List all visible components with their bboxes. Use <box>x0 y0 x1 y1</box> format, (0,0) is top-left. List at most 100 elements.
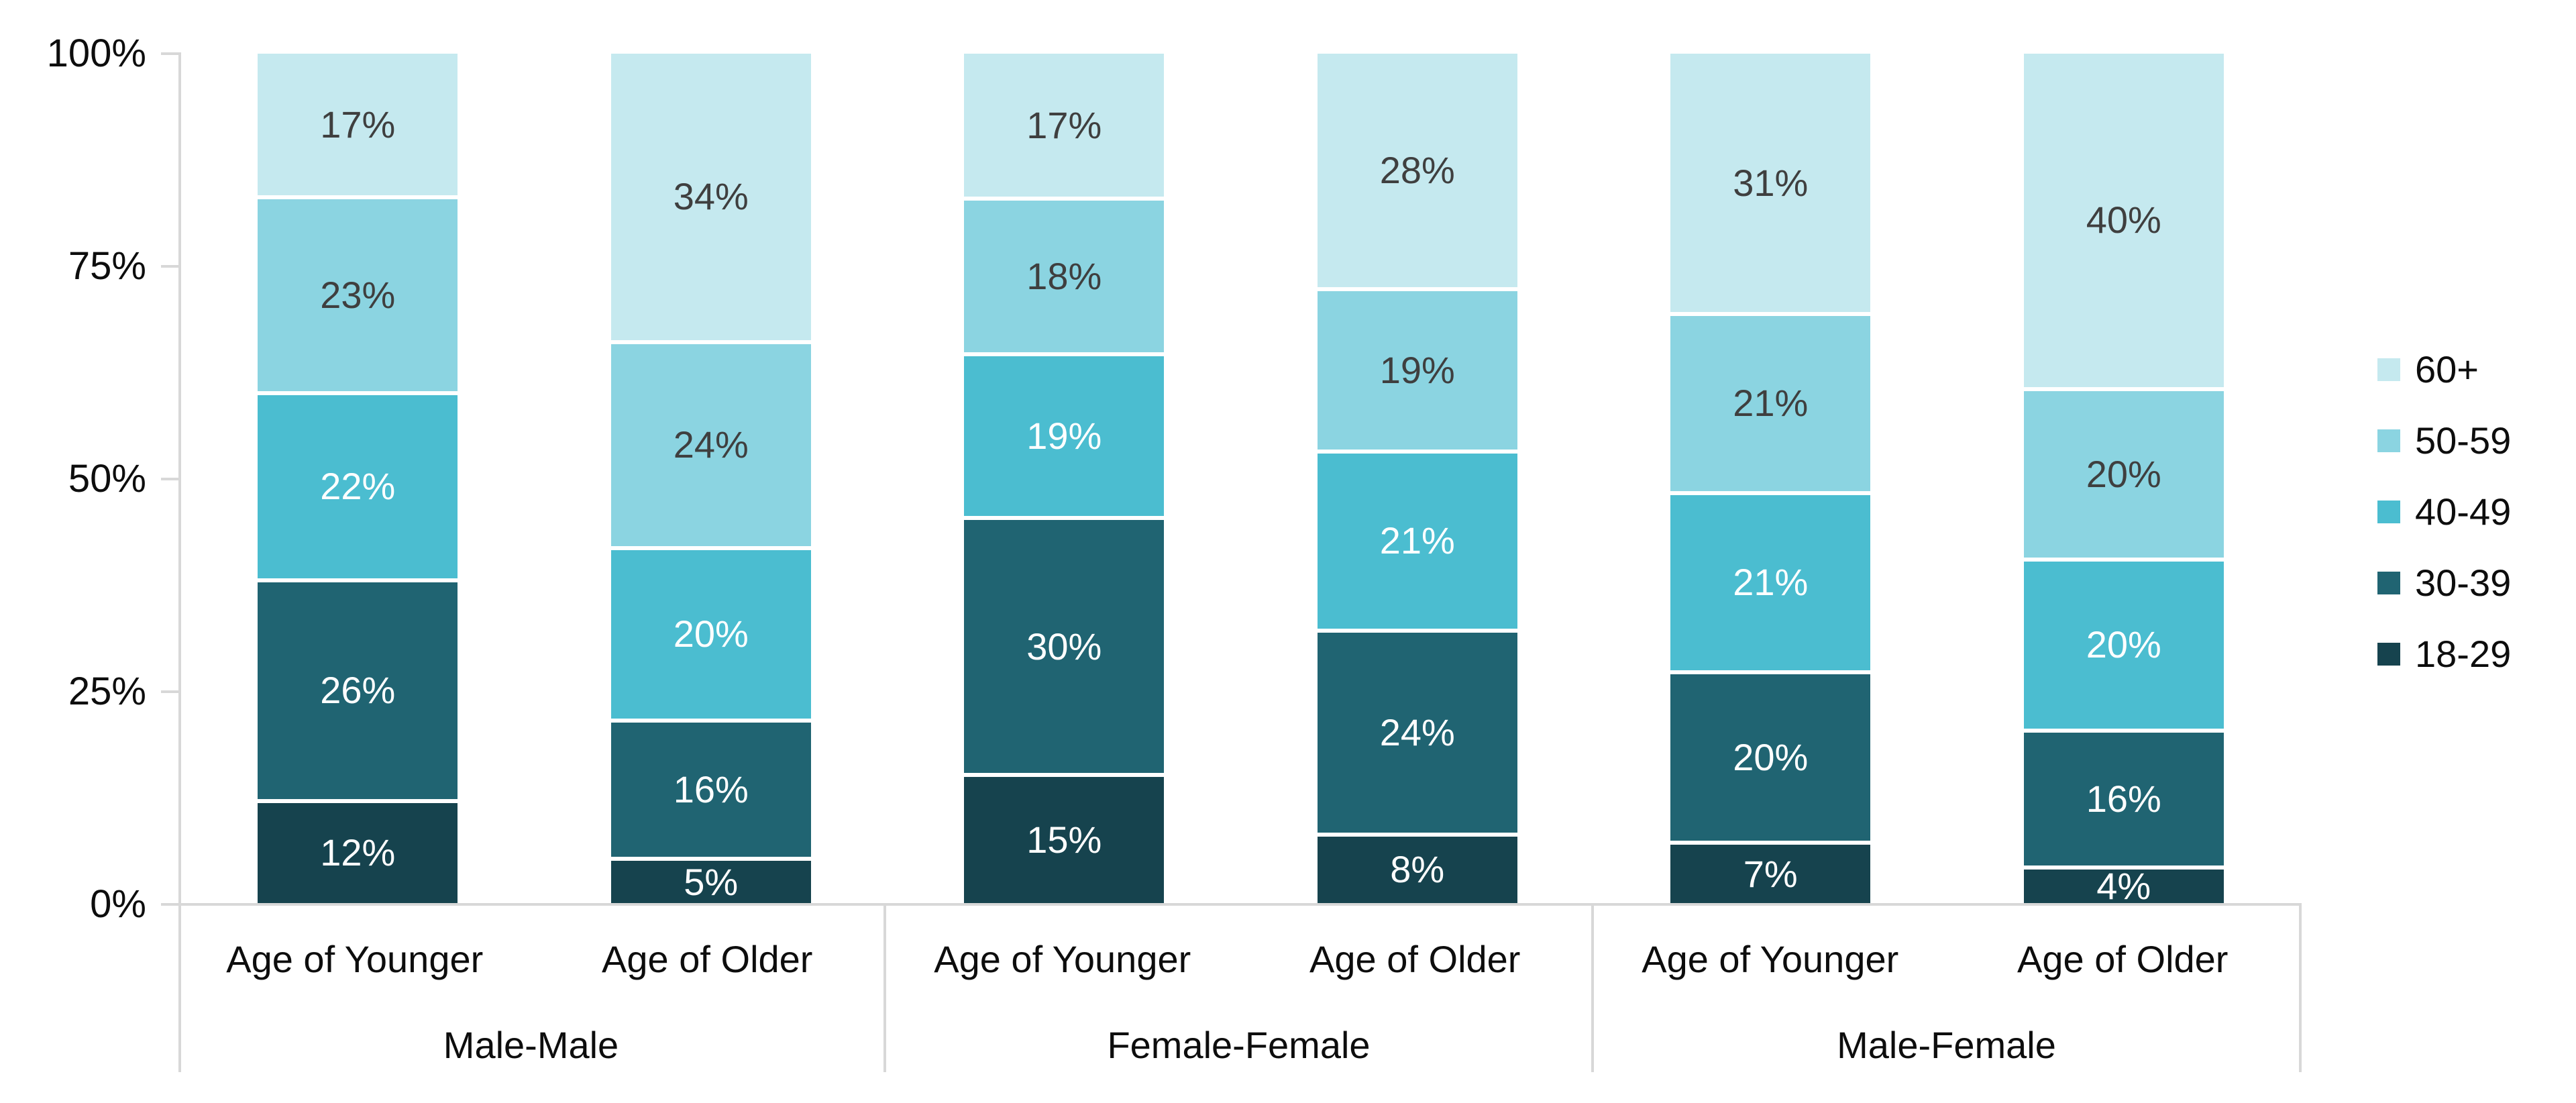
y-tick-mark <box>161 903 180 906</box>
x-bar-label: Age of Older <box>2017 938 2229 980</box>
segment-value-label: 23% <box>320 273 396 316</box>
segment-value-label: 20% <box>2086 452 2161 495</box>
bar-segment-50-59: 21% <box>1670 316 1871 495</box>
legend-item-40-49: 40-49 <box>2377 492 2511 532</box>
bar-segment-40-49: 19% <box>964 356 1165 521</box>
segment-value-label: 26% <box>320 669 396 712</box>
bar-segment-30-39: 24% <box>1317 632 1517 837</box>
legend-label: 18-29 <box>2415 633 2512 675</box>
bar-segment-18-29: 8% <box>1317 836 1517 903</box>
legend-item-18-29: 18-29 <box>2377 634 2511 674</box>
bar-slot: 12% 26% 22% 23% 17% <box>181 54 535 903</box>
bar-segment-50-59: 24% <box>610 344 811 550</box>
bar-segment-30-39: 16% <box>610 722 811 861</box>
x-bar-label: Age of Younger <box>1642 938 1899 980</box>
x-bar-label: Age of Younger <box>226 938 484 980</box>
legend-swatch-icon <box>2377 501 2400 523</box>
bar-segment-60+: 31% <box>1670 54 1871 317</box>
bar-segment-30-39: 16% <box>2023 732 2224 870</box>
bar-segment-40-49: 20% <box>2023 562 2224 733</box>
bar-segment-30-39: 30% <box>964 520 1165 777</box>
bar-segment-40-49: 21% <box>1317 453 1517 633</box>
segment-value-label: 18% <box>1026 255 1102 298</box>
segment-value-label: 21% <box>1379 519 1455 562</box>
age-label-row: Age of Younger Age of Older <box>886 937 1591 982</box>
bar-segment-50-59: 18% <box>964 201 1165 357</box>
segment-value-label: 40% <box>2086 199 2161 242</box>
legend-item-50-59: 50-59 <box>2377 421 2511 461</box>
legend-swatch-icon <box>2377 572 2400 594</box>
bar-group-male-male: 12% 26% 22% 23% 17% 5% 16% 20% 24% 34% <box>181 53 888 903</box>
bar-slot: 7% 20% 21% 21% 31% <box>1594 54 1947 903</box>
segment-value-label: 19% <box>1026 415 1102 458</box>
x-bar-label: Age of Older <box>602 938 813 980</box>
legend-item-60+: 60+ <box>2377 350 2511 390</box>
segment-value-label: 7% <box>1743 852 1798 895</box>
segment-value-label: 22% <box>320 465 396 508</box>
x-axis-labels: Age of Younger Age of Older Male-Male Age o… <box>178 906 2302 1072</box>
x-group-label: Male-Male <box>443 1024 619 1066</box>
segment-value-label: 17% <box>320 103 396 146</box>
segment-value-label: 24% <box>673 423 749 466</box>
segment-value-label: 20% <box>673 613 749 655</box>
bar-segment-30-39: 20% <box>1670 674 1871 845</box>
y-tick-label: 75% <box>68 244 146 288</box>
plot-area: 12% 26% 22% 23% 17% 5% 16% 20% 24% 34% 15% 30% 19% 18… <box>181 53 2301 908</box>
legend: 60+ 50-59 40-49 30-39 18-29 <box>2377 350 2511 705</box>
bar-segment-60+: 40% <box>2023 53 2224 391</box>
segment-value-label: 5% <box>684 860 739 903</box>
bar-segment-40-49: 22% <box>258 395 458 583</box>
legend-item-30-39: 30-39 <box>2377 563 2511 603</box>
bar-segment-40-49: 20% <box>610 549 811 723</box>
age-label-row: Age of Younger Age of Older <box>1594 937 2299 982</box>
age-label-row: Age of Younger Age of Older <box>178 937 883 982</box>
legend-label: 40-49 <box>2415 490 2512 533</box>
segment-value-label: 30% <box>1026 625 1102 668</box>
bar-slot: 8% 24% 21% 19% 28% <box>1241 54 1595 903</box>
legend-label: 60+ <box>2415 348 2479 390</box>
bar-segment-50-59: 20% <box>2023 390 2224 562</box>
x-axis-line <box>178 903 2302 906</box>
bar-segment-60+: 17% <box>964 54 1165 201</box>
segment-value-label: 34% <box>673 175 749 218</box>
segment-value-label: 21% <box>1733 561 1809 604</box>
stacked-bar: 8% 24% 21% 19% 28% <box>1317 54 1517 903</box>
bar-group-female-female: 15% 30% 19% 18% 17% 8% 24% 21% 19% 28% <box>888 54 1594 903</box>
stacked-bar: 15% 30% 19% 18% 17% <box>964 54 1165 903</box>
y-tick-label: 50% <box>68 457 146 501</box>
bar-segment-60+: 28% <box>1317 54 1517 291</box>
segment-value-label: 31% <box>1733 161 1809 204</box>
segment-value-label: 24% <box>1379 711 1455 753</box>
x-bar-label: Age of Older <box>1309 938 1521 980</box>
x-group-cell-female-female: Age of Younger Age of Older Female-Female <box>883 906 1591 1072</box>
x-group-label: Female-Female <box>1107 1024 1371 1066</box>
segment-value-label: 8% <box>1390 848 1445 891</box>
x-group-cell-male-male: Age of Younger Age of Older Male-Male <box>178 906 883 1072</box>
legend-label: 30-39 <box>2415 562 2512 604</box>
y-tick-mark <box>161 265 180 268</box>
segment-value-label: 17% <box>1026 103 1102 146</box>
bar-slot: 5% 16% 20% 24% 34% <box>535 53 888 903</box>
y-tick-label: 0% <box>90 882 146 926</box>
bar-segment-40-49: 21% <box>1670 494 1871 674</box>
x-group-cell-male-female: Age of Younger Age of Older Male-Female <box>1591 906 2299 1072</box>
legend-label: 50-59 <box>2415 419 2512 462</box>
bar-segment-30-39: 26% <box>258 582 458 803</box>
bar-slot: 4% 16% 20% 20% 40% <box>1947 53 2301 908</box>
stacked-bar: 5% 16% 20% 24% 34% <box>610 53 811 903</box>
segment-value-label: 12% <box>320 831 396 874</box>
stacked-bar: 7% 20% 21% 21% 31% <box>1670 54 1871 903</box>
segment-value-label: 16% <box>2086 777 2161 820</box>
segment-value-label: 16% <box>673 768 749 810</box>
bar-group-male-female: 7% 20% 21% 21% 31% 4% 16% 20% 20% 40% <box>1594 53 2301 908</box>
bar-segment-18-29: 7% <box>1670 845 1871 903</box>
bar-segment-60+: 34% <box>610 53 811 344</box>
bar-segment-50-59: 23% <box>258 199 458 395</box>
bar-segment-18-29: 5% <box>610 860 811 903</box>
segment-value-label: 4% <box>2096 865 2151 908</box>
y-tick-label: 25% <box>68 670 146 713</box>
segment-value-label: 20% <box>1733 735 1809 778</box>
legend-swatch-icon <box>2377 643 2400 666</box>
segment-value-label: 15% <box>1026 818 1102 861</box>
